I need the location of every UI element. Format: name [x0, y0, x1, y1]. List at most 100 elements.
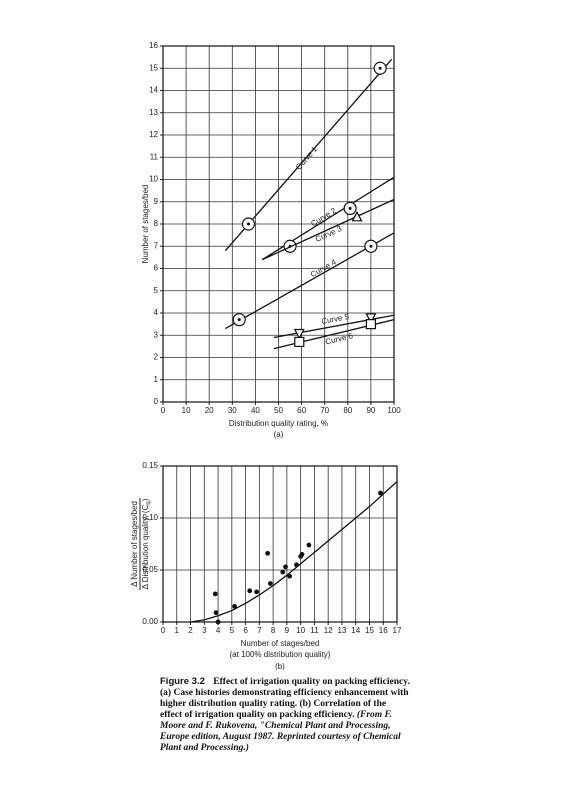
marker: [365, 319, 376, 330]
denominator-subscript: q: [146, 501, 152, 504]
point: [287, 573, 293, 579]
denominator-text: Δ Distribution quality, (C: [141, 504, 150, 589]
x-tick-label: 8: [271, 626, 276, 635]
x-axis-label: Distribution quality rating, %: [229, 419, 328, 428]
marker-dot: [237, 318, 241, 322]
point: [215, 619, 221, 625]
marker-dot: [378, 66, 382, 70]
y-tick-label: 0.10: [142, 513, 158, 522]
x-tick-label: 6: [243, 626, 248, 635]
y-tick-label: 6: [154, 264, 159, 273]
y-tick-label: 8: [154, 219, 159, 228]
plot-frame: [162, 45, 395, 403]
y-axis-label: Δ Number of stages/bed: [130, 501, 139, 587]
y-tick-label: 5: [154, 286, 159, 295]
x-tick-label: 1: [175, 626, 180, 635]
y-tick-label: 0.05: [142, 565, 158, 574]
y-tick-label: 0.15: [142, 461, 158, 470]
point: [265, 550, 271, 556]
caption-text: Effect of irrigation quality on packing …: [160, 677, 410, 720]
marker: [351, 211, 363, 222]
point: [378, 490, 383, 496]
plot-frame: [162, 465, 398, 623]
marker-dot: [348, 206, 352, 210]
marker: [293, 328, 305, 340]
curve-label: Curve 2: [309, 206, 338, 229]
x-tick-label: 12: [324, 626, 333, 635]
y-tick-label: 14: [149, 86, 158, 95]
marker: [365, 313, 377, 324]
x-tick-label: 4: [216, 626, 221, 635]
y-tick-label: 0: [154, 397, 159, 406]
point: [280, 569, 286, 575]
y-tick-label: 10: [149, 175, 158, 184]
caption-label: Figure 3.2: [160, 676, 205, 687]
x-tick-label: 15: [365, 626, 374, 635]
x-tick-label: 9: [285, 626, 290, 635]
point: [294, 562, 299, 568]
y-tick-label: 9: [154, 197, 159, 206]
fit-curve: [190, 481, 398, 623]
y-tick-label: 12: [149, 130, 158, 139]
marker-dot: [369, 244, 373, 248]
curve-label: Curve 1: [294, 144, 320, 171]
curve-label: Curve 6: [324, 331, 354, 346]
x-tick-label: 30: [228, 406, 237, 415]
y-tick-label: 4: [154, 308, 159, 317]
caption: Figure 3.2 Effect of irrigation quality …: [160, 676, 410, 754]
x-tick-label: 50: [274, 406, 283, 415]
x-tick-label: 0: [161, 626, 166, 635]
y-tick-label: 11: [150, 152, 159, 161]
x-tick-label: 11: [310, 626, 319, 635]
x-tick-label: 100: [387, 406, 401, 415]
y-tick-label: 1: [154, 375, 159, 384]
x-tick-label: 20: [205, 406, 214, 415]
y-axis-label-denominator: Δ Distribution quality, (Cq): [141, 498, 151, 589]
point: [247, 588, 253, 594]
y-axis-label: Number of stages/bed: [141, 185, 150, 264]
y-tick-label: 16: [149, 41, 158, 50]
x-tick-label: 5: [230, 626, 235, 635]
x-tick-label: 3: [202, 626, 207, 635]
y-tick-label: 0.00: [142, 617, 158, 626]
marker: [294, 336, 305, 348]
x-tick-label: 16: [379, 626, 388, 635]
x-tick-label: 0: [161, 406, 166, 415]
point: [299, 552, 305, 557]
x-tick-label: 60: [297, 406, 306, 415]
point: [212, 591, 218, 597]
x-tick-label: 10: [296, 626, 305, 635]
point: [213, 610, 219, 616]
x-tick-label: 90: [366, 406, 375, 415]
x-tick-label: 2: [188, 626, 193, 635]
y-tick-label: 7: [154, 241, 159, 250]
x-tick-label: 7: [257, 626, 262, 635]
x-axis-label: Number of stages/bed: [241, 639, 320, 648]
point: [254, 589, 260, 595]
curve: [273, 314, 395, 339]
point: [267, 581, 273, 586]
sublabel: (a): [274, 430, 284, 439]
denominator-end: ): [141, 498, 150, 501]
point: [232, 604, 237, 609]
x-tick-label: 17: [393, 626, 402, 635]
curve: [262, 198, 395, 261]
y-tick-label: 15: [149, 63, 158, 72]
x-tick-label: 10: [182, 406, 191, 415]
point: [283, 564, 288, 570]
x-tick-label: 13: [337, 626, 346, 635]
y-tick-label: 13: [149, 108, 158, 117]
sublabel: (b): [275, 662, 285, 670]
x-tick-label: 80: [343, 406, 352, 415]
x-tick-label: 14: [351, 626, 360, 635]
x-tick-label: 40: [251, 406, 260, 415]
x-axis-note: (at 100% distribution quality): [230, 650, 331, 659]
curve: [224, 58, 393, 252]
caption-source: (From F. Moore and F. Rukovena, "Chemica…: [160, 710, 401, 753]
y-tick-label: 2: [154, 353, 159, 362]
y-tick-label: 3: [154, 330, 159, 339]
curve-label: Curve 3: [314, 224, 344, 244]
marker-dot: [246, 222, 250, 226]
